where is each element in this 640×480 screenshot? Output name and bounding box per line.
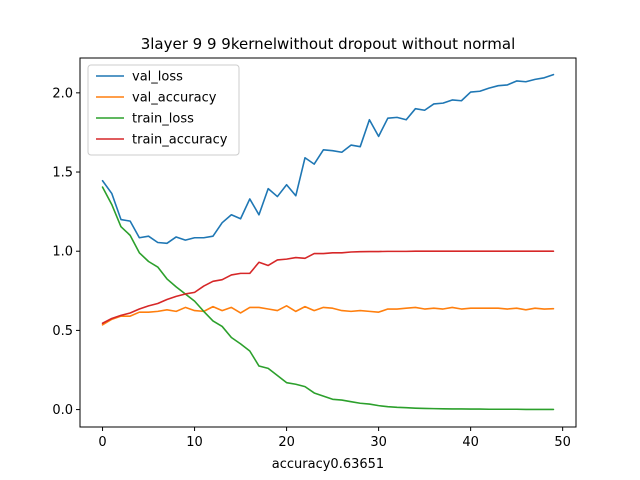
x-tick-label: 20 [278, 435, 295, 450]
x-tick-label: 30 [370, 435, 387, 450]
legend-box [87, 64, 240, 156]
series-line-val-accuracy [101, 305, 555, 326]
y-tick-label: 1.5 [52, 166, 73, 181]
x-tick-label: 40 [462, 435, 479, 450]
x-tick-label: 0 [98, 435, 106, 450]
x-tick-label: 10 [186, 435, 203, 450]
legend-label-val-accuracy: val_accuracy [132, 91, 217, 106]
series-line-val-loss [101, 73, 555, 245]
y-tick-label: 0.0 [52, 403, 73, 418]
x-axis: 0 10 20 30 40 50 [98, 427, 571, 450]
legend-label-val-loss: val_loss [132, 70, 183, 85]
y-tick-label: 0.5 [52, 324, 73, 339]
legend: val_loss val_accuracy train_loss train_accu… [87, 64, 240, 156]
legend-label-train-loss: train_loss [132, 112, 194, 127]
y-tick-label: 1.0 [52, 245, 73, 260]
x-tick-label: 50 [554, 435, 571, 450]
chart-title: 3layer 9 9 9kernelwithout dropout withou… [141, 35, 516, 53]
y-tick-label: 2.0 [52, 86, 73, 101]
series-lines [101, 73, 555, 411]
series-line-train-loss [101, 186, 555, 411]
legend-label-train-accuracy: train_accuracy [132, 133, 228, 148]
y-axis: 0.0 0.5 1.0 1.5 2.0 [52, 86, 80, 418]
axes-frame [79, 57, 577, 428]
series-line-train-accuracy [101, 250, 555, 325]
x-axis-label: accuracy0.63651 [272, 457, 384, 472]
